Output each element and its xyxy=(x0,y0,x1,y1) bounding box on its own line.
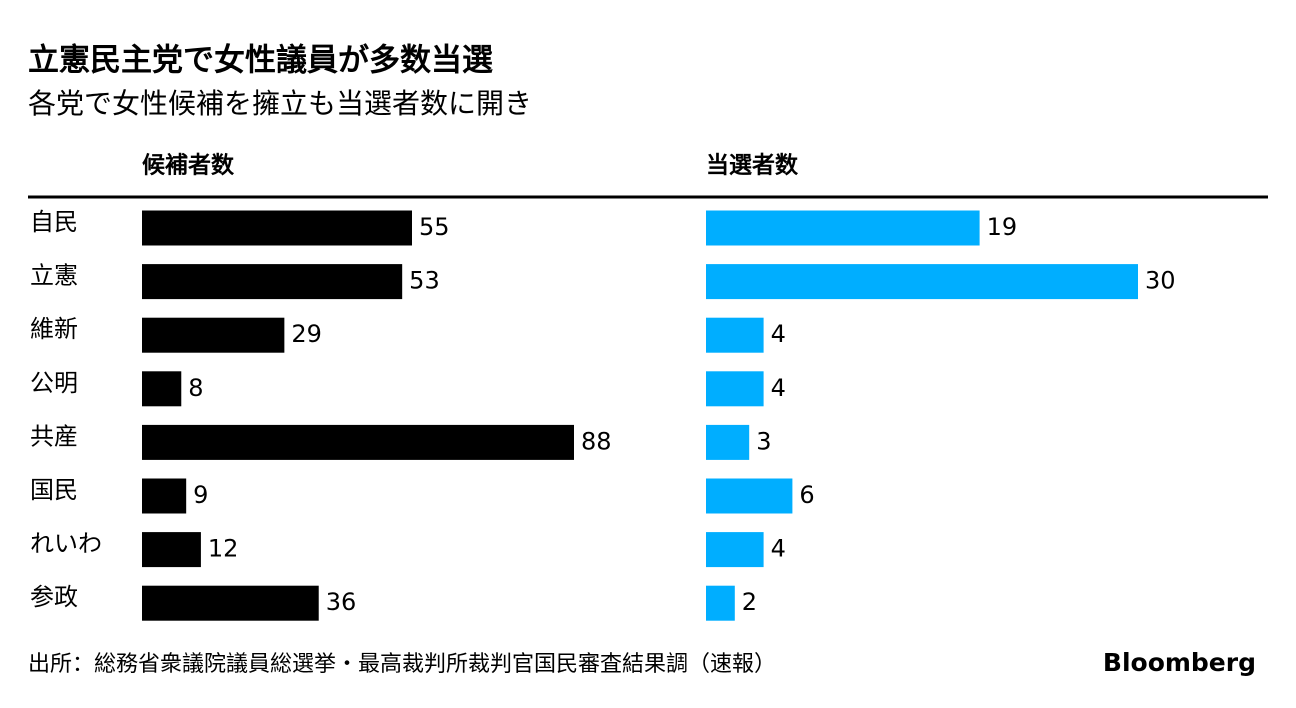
category-label: 共産 xyxy=(30,422,78,450)
value-label: 8 xyxy=(188,374,203,402)
bar xyxy=(142,532,201,568)
category-label: 立憲 xyxy=(30,262,78,290)
panel-header: 候補者数 xyxy=(142,153,235,179)
panel-header: 当選者数 xyxy=(706,153,799,179)
value-label: 6 xyxy=(799,481,814,509)
bar xyxy=(142,478,187,514)
category-label: 参政 xyxy=(30,583,78,611)
chart-title: 立憲民主党で女性議員が多数当選 xyxy=(28,43,493,79)
bar xyxy=(706,532,764,568)
bar xyxy=(142,424,574,460)
source: 出所：総務省衆議院議員総選挙・最高裁判所裁判官国民審査結果調（速報） xyxy=(28,652,776,677)
brand: Bloomberg xyxy=(1103,648,1256,677)
bar xyxy=(142,210,412,246)
value-label: 12 xyxy=(208,535,239,563)
value-label: 19 xyxy=(987,213,1018,241)
bar xyxy=(706,585,735,621)
bar xyxy=(706,317,764,353)
category-label: れいわ xyxy=(30,530,102,558)
chart-subtitle: 各党で女性候補を擁立も当選者数に開き xyxy=(28,87,532,120)
category-label: 国民 xyxy=(30,476,78,504)
bar xyxy=(706,210,980,246)
category-label: 公明 xyxy=(30,369,78,397)
value-label: 9 xyxy=(193,481,208,509)
bar xyxy=(142,264,403,300)
value-label: 88 xyxy=(581,427,612,455)
category-label: 自民 xyxy=(30,208,78,236)
value-label: 55 xyxy=(419,213,450,241)
value-label: 4 xyxy=(771,535,786,563)
value-label: 4 xyxy=(771,320,786,348)
value-label: 2 xyxy=(742,588,757,616)
value-label: 53 xyxy=(409,267,440,295)
value-label: 29 xyxy=(291,320,322,348)
bar xyxy=(142,585,319,621)
bar xyxy=(706,371,764,407)
bar xyxy=(706,424,750,460)
category-label: 維新 xyxy=(30,315,78,343)
value-label: 36 xyxy=(326,588,357,616)
bar xyxy=(706,264,1138,300)
bar xyxy=(706,478,793,514)
value-label: 4 xyxy=(771,374,786,402)
bar xyxy=(142,317,285,353)
value-label: 3 xyxy=(756,427,771,455)
value-label: 30 xyxy=(1145,267,1176,295)
bar xyxy=(142,371,182,407)
